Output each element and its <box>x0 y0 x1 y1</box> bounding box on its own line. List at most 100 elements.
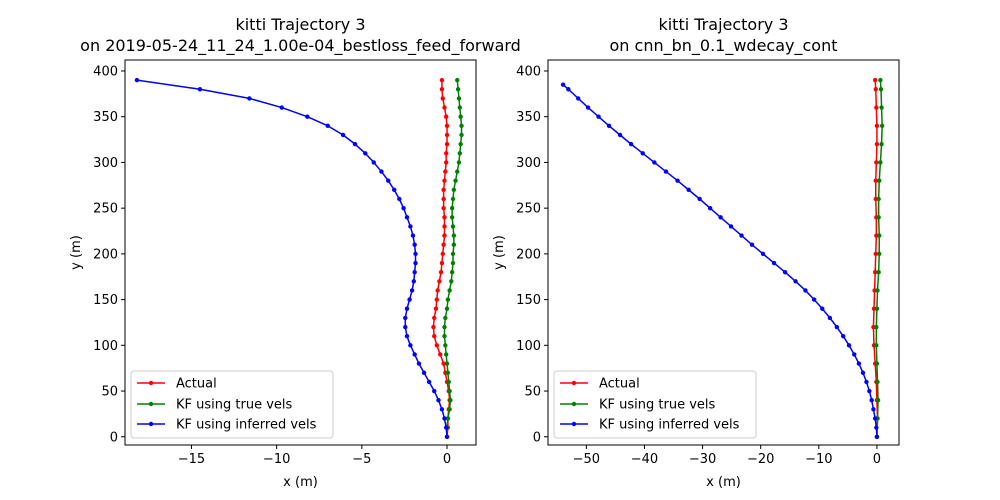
left-series-point-actual <box>441 196 446 202</box>
right-series-point-true-vels <box>875 397 881 403</box>
left-series-point-true-vels <box>451 233 457 238</box>
right-x-tick-label: 0 <box>873 452 881 467</box>
right-series-point-inferred-vels <box>867 388 872 394</box>
left-y-axis-label: y (m) <box>69 235 84 270</box>
left-series-point-actual <box>441 187 446 193</box>
right-series-point-true-vels <box>876 196 881 202</box>
left-series-point-true-vels <box>442 333 447 339</box>
left-y-tick-label: 0 <box>110 430 118 445</box>
left-series-point-true-vels <box>444 306 450 311</box>
right-series-point-inferred-vels <box>718 215 723 220</box>
left-series-point-true-vels <box>458 141 463 147</box>
right-series-point-actual <box>874 105 879 110</box>
left-series-point-true-vels <box>447 388 452 394</box>
right-x-ticks: −50 −40 −30 −20 −10 0 <box>573 445 881 467</box>
left-series-point-inferred-vels <box>426 379 432 385</box>
left-series-point-true-vels <box>445 416 451 421</box>
left-series-point-actual <box>443 114 449 119</box>
left-y-tick-label: 150 <box>93 293 118 308</box>
right-series-point-true-vels <box>879 141 884 147</box>
left-series-point-actual <box>442 233 447 238</box>
left-series-point-actual <box>440 251 445 257</box>
left-x-tick-label: 0 <box>443 452 451 467</box>
right-series-point-actual <box>872 77 878 83</box>
left-series-point-true-vels <box>443 352 449 357</box>
right-series-point-inferred-vels <box>834 324 840 330</box>
left-title-line2: on 2019-05-24_11_24_1.00e-04_bestloss_fe… <box>80 36 521 56</box>
left-series-point-inferred-vels <box>134 77 140 83</box>
left-series-point-inferred-vels <box>401 205 406 211</box>
left-series-point-true-vels <box>456 160 462 165</box>
left-series-point-true-vels <box>445 370 451 375</box>
left-series-point-inferred-vels <box>432 388 437 394</box>
right-series-point-actual <box>874 123 880 129</box>
left-legend-box <box>130 370 334 439</box>
right-series-point-inferred-vels <box>686 187 691 193</box>
right-series-point-inferred-vels <box>811 297 817 302</box>
left-series-point-inferred-vels <box>421 370 427 375</box>
left-y-tick-label: 400 <box>93 64 118 79</box>
right-series-point-inferred-vels <box>841 333 846 339</box>
left-series-point-inferred-vels <box>413 251 418 257</box>
left-series-point-actual <box>431 324 436 330</box>
right-series-point-inferred-vels <box>820 306 825 311</box>
right-series-point-true-vels <box>876 215 881 220</box>
left-series-point-actual <box>440 96 445 101</box>
left-legend-marker-inferred-vels <box>148 421 154 427</box>
right-series-point-true-vels <box>876 269 881 275</box>
left-series-layer <box>134 77 464 439</box>
left-series-point-true-vels <box>442 324 447 330</box>
left-series-point-inferred-vels <box>412 242 417 247</box>
left-series-point-inferred-vels <box>409 288 415 293</box>
left-series-point-inferred-vels <box>444 434 450 439</box>
right-series-point-inferred-vels <box>663 169 669 174</box>
left-series-point-inferred-vels <box>305 114 310 119</box>
right-series-point-actual <box>873 87 878 92</box>
right-legend-box <box>553 370 757 439</box>
right-series-point-inferred-vels <box>856 361 862 366</box>
right-series-point-true-vels <box>877 251 882 257</box>
left-series-point-inferred-vels <box>411 279 417 284</box>
left-series-point-true-vels <box>449 269 455 275</box>
left-series-point-actual <box>437 279 442 284</box>
right-y-ticks: 0 50 100 150 200 250 300 350 400 <box>516 64 548 445</box>
left-series-point-true-vels <box>453 178 458 183</box>
right-series-point-inferred-vels <box>652 160 657 165</box>
right-y-tick-label: 350 <box>516 110 541 125</box>
left-y-tick-label: 250 <box>93 202 118 217</box>
left-series-point-true-vels <box>443 315 448 321</box>
right-series-point-inferred-vels <box>749 242 755 247</box>
left-legend-entry-true-vels: KF using true vels <box>137 398 292 413</box>
right-series-point-actual <box>873 251 878 257</box>
right-subplot: kitti Trajectory 3 on cnn_bn_0.1_wdecay_… <box>492 15 900 490</box>
left-series-point-actual <box>442 178 447 183</box>
left-axes-frame <box>124 59 477 446</box>
right-y-tick-label: 0 <box>533 430 541 445</box>
left-legend-entry-actual: Actual <box>137 377 217 392</box>
right-series-point-inferred-vels <box>560 82 566 87</box>
left-series-point-inferred-vels <box>410 233 416 238</box>
left-series-point-true-vels <box>445 297 451 302</box>
left-series-point-true-vels <box>456 96 462 101</box>
left-y-tick-label: 200 <box>93 247 118 262</box>
left-series-point-actual <box>432 315 437 321</box>
right-series-point-true-vels <box>875 288 880 293</box>
right-series-point-actual <box>872 269 878 275</box>
right-series-line-inferred-vels <box>562 84 878 437</box>
left-series-point-inferred-vels <box>397 196 402 202</box>
left-series-point-inferred-vels <box>392 187 397 193</box>
left-series-point-actual <box>433 306 439 311</box>
right-series-point-inferred-vels <box>874 425 879 430</box>
right-legend: Actual KF using true vels KF using infer… <box>553 370 757 439</box>
left-series-point-actual <box>439 260 445 266</box>
right-series-point-inferred-vels <box>697 196 702 202</box>
right-series-point-inferred-vels <box>628 141 634 147</box>
left-y-ticks: 0 50 100 150 200 250 300 350 400 <box>93 64 125 445</box>
right-series-point-inferred-vels <box>640 151 645 156</box>
left-series-point-inferred-vels <box>439 407 445 412</box>
right-series-point-inferred-vels <box>864 379 869 385</box>
left-y-tick-label: 300 <box>93 156 118 171</box>
right-y-tick-label: 200 <box>516 247 541 262</box>
left-series-point-true-vels <box>459 132 464 138</box>
